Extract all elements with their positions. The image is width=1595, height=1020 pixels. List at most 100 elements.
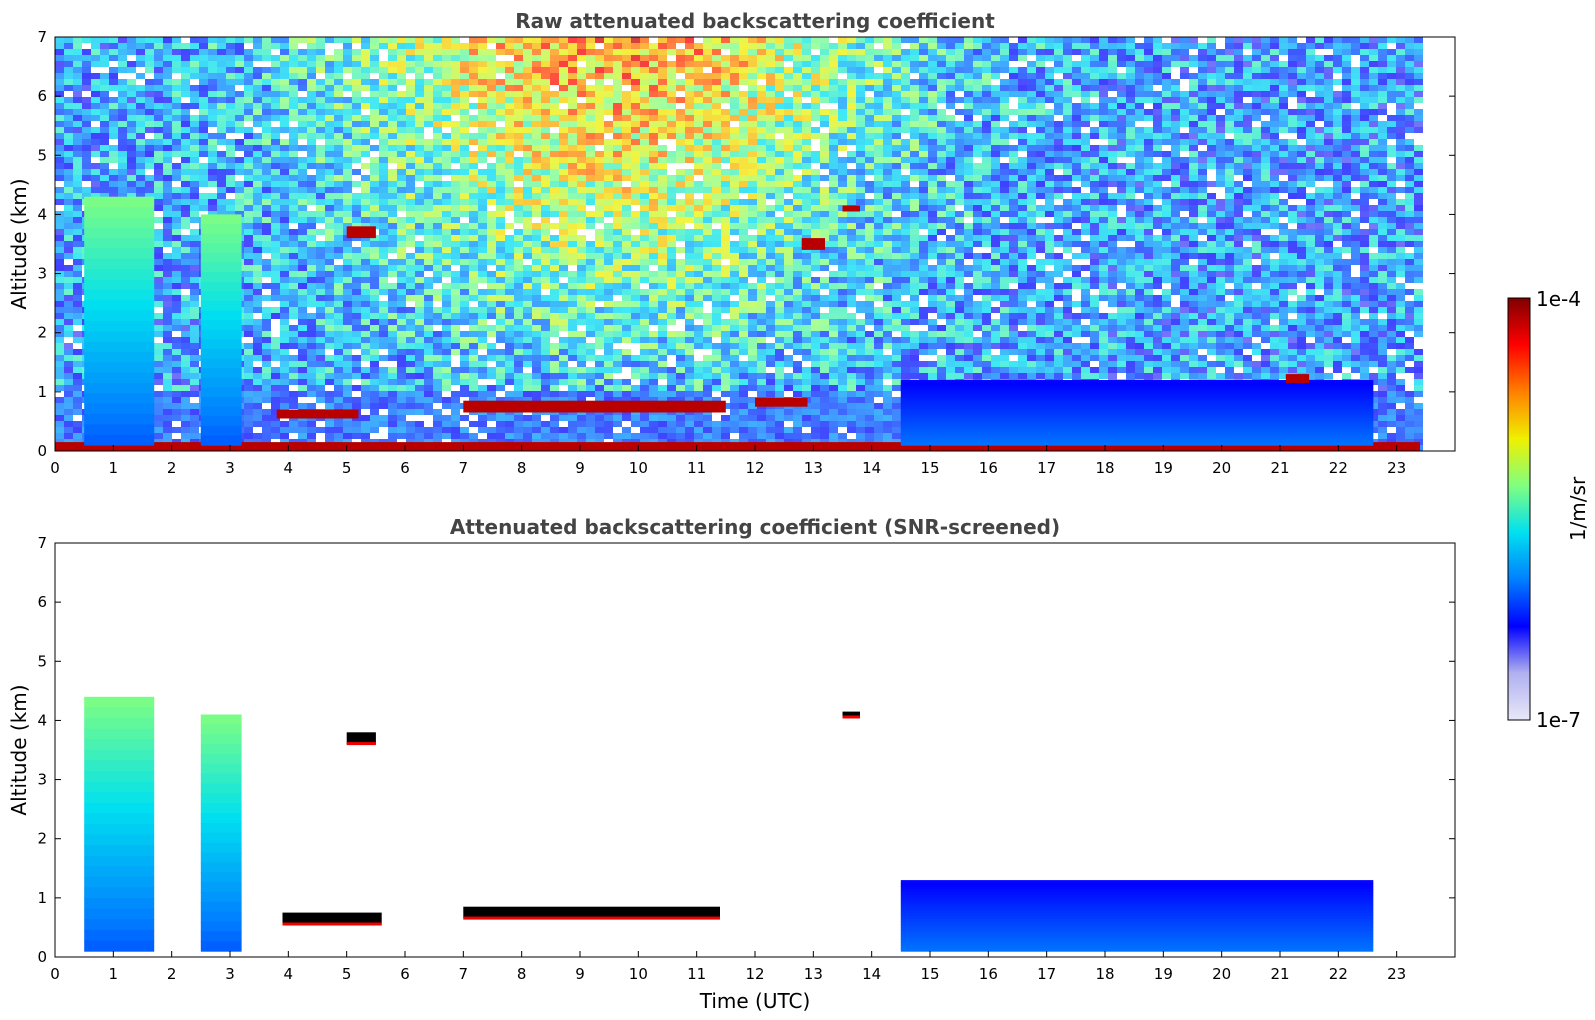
raw-noise-cell xyxy=(595,103,604,109)
raw-noise-cell xyxy=(298,277,307,283)
raw-noise-cell xyxy=(64,325,73,331)
raw-noise-cell xyxy=(280,61,289,67)
raw-noise-cell xyxy=(658,85,667,91)
raw-noise-cell xyxy=(523,379,532,385)
raw-noise-cell xyxy=(325,427,334,433)
raw-noise-cell xyxy=(289,145,298,151)
raw-noise-cell xyxy=(253,115,262,121)
raw-noise-cell xyxy=(181,349,190,355)
raw-noise-cell xyxy=(496,439,505,445)
raw-noise-cell xyxy=(208,85,217,91)
raw-noise-cell xyxy=(442,151,451,157)
raw-noise-cell xyxy=(694,103,703,109)
raw-noise-cell xyxy=(658,349,667,355)
raw-noise-cell xyxy=(325,61,334,67)
raw-noise-cell xyxy=(307,343,316,349)
raw-noise-cell xyxy=(442,367,451,373)
raw-noise-cell xyxy=(289,301,298,307)
raw-noise-cell xyxy=(721,199,730,205)
raw-noise-cell xyxy=(631,439,640,445)
raw-noise-cell xyxy=(631,85,640,91)
raw-noise-cell xyxy=(91,109,100,115)
raw-noise-cell xyxy=(118,115,127,121)
raw-noise-cell xyxy=(181,73,190,79)
raw-noise-cell xyxy=(451,253,460,259)
raw-noise-cell xyxy=(289,343,298,349)
raw-noise-cell xyxy=(127,103,136,109)
raw-noise-cell xyxy=(685,43,694,49)
raw-noise-cell xyxy=(307,421,316,427)
raw-noise-cell xyxy=(190,307,199,313)
raw-noise-cell xyxy=(532,103,541,109)
raw-noise-cell xyxy=(298,157,307,163)
raw-noise-cell xyxy=(451,55,460,61)
raw-noise-cell xyxy=(262,295,271,301)
raw-noise-cell xyxy=(82,175,91,181)
raw-noise-cell xyxy=(622,169,631,175)
raw-noise-cell xyxy=(577,199,586,205)
raw-noise-cell xyxy=(478,73,487,79)
raw-noise-cell xyxy=(73,349,82,355)
raw-noise-cell xyxy=(451,199,460,205)
raw-noise-cell xyxy=(676,343,685,349)
raw-noise-cell xyxy=(613,313,622,319)
raw-noise-cell xyxy=(487,127,496,133)
raw-noise-cell xyxy=(343,331,352,337)
raw-noise-cell xyxy=(244,385,253,391)
raw-noise-cell xyxy=(685,361,694,367)
raw-noise-cell xyxy=(262,85,271,91)
raw-noise-cell xyxy=(595,67,604,73)
raw-noise-cell xyxy=(433,331,442,337)
raw-noise-cell xyxy=(370,367,379,373)
raw-noise-cell xyxy=(532,295,541,301)
raw-noise-cell xyxy=(289,229,298,235)
raw-noise-cell xyxy=(334,31,343,37)
raw-noise-cell xyxy=(685,325,694,331)
raw-noise-cell xyxy=(532,139,541,145)
raw-noise-cell xyxy=(64,169,73,175)
raw-noise-cell xyxy=(343,319,352,325)
raw-noise-cell xyxy=(676,385,685,391)
raw-noise-cell xyxy=(595,151,604,157)
raw-noise-cell xyxy=(730,283,739,289)
raw-noise-cell xyxy=(460,343,469,349)
raw-noise-cell xyxy=(190,133,199,139)
raw-noise-cell xyxy=(613,229,622,235)
raw-noise-cell xyxy=(676,367,685,373)
raw-noise-cell xyxy=(478,295,487,301)
raw-noise-cell xyxy=(487,181,496,187)
raw-noise-cell xyxy=(181,193,190,199)
raw-noise-cell xyxy=(100,145,109,151)
raw-noise-cell xyxy=(397,133,406,139)
raw-noise-cell xyxy=(325,325,334,331)
raw-noise-cell xyxy=(397,331,406,337)
raw-noise-cell xyxy=(163,301,172,307)
raw-noise-cell xyxy=(244,31,253,37)
raw-noise-cell xyxy=(262,199,271,205)
raw-noise-cell xyxy=(253,319,262,325)
raw-noise-cell xyxy=(649,301,658,307)
raw-noise-cell xyxy=(280,385,289,391)
raw-noise-cell xyxy=(496,397,505,403)
raw-noise-cell xyxy=(334,139,343,145)
raw-noise-cell xyxy=(676,55,685,61)
raw-noise-cell xyxy=(514,337,523,343)
raw-noise-cell xyxy=(343,61,352,67)
raw-noise-cell xyxy=(73,409,82,415)
raw-noise-cell xyxy=(568,67,577,73)
raw-noise-cell xyxy=(505,187,514,193)
raw-noise-cell xyxy=(586,265,595,271)
raw-noise-cell xyxy=(649,415,658,421)
raw-noise-cell xyxy=(595,421,604,427)
raw-noise-cell xyxy=(523,61,532,67)
raw-noise-cell xyxy=(496,115,505,121)
raw-noise-cell xyxy=(406,253,415,259)
raw-noise-cell xyxy=(541,235,550,241)
raw-noise-cell xyxy=(154,229,163,235)
raw-noise-cell xyxy=(370,187,379,193)
raw-noise-cell xyxy=(478,337,487,343)
raw-noise-cell xyxy=(667,313,676,319)
raw-noise-cell xyxy=(325,235,334,241)
raw-noise-cell xyxy=(451,343,460,349)
raw-noise-cell xyxy=(478,91,487,97)
